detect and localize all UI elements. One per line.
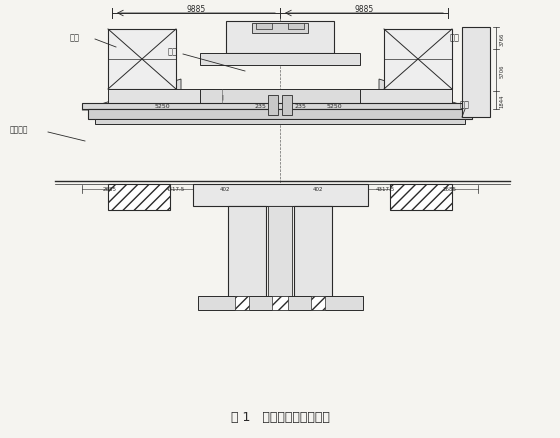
Text: 图 1   移动支撑系统示意图: 图 1 移动支撑系统示意图: [231, 410, 329, 424]
Bar: [95, 120, 465, 125]
Bar: [200, 54, 360, 66]
Text: 主梁: 主梁: [70, 33, 80, 42]
Bar: [346, 90, 452, 104]
Bar: [108, 30, 176, 90]
Bar: [88, 110, 472, 120]
Bar: [108, 90, 214, 104]
Bar: [282, 96, 292, 116]
Bar: [226, 22, 334, 54]
Text: 墩顶: 墩顶: [450, 33, 460, 42]
Bar: [200, 90, 360, 104]
Bar: [288, 24, 304, 30]
Text: 4317.5: 4317.5: [165, 187, 185, 192]
Text: 9885: 9885: [354, 6, 374, 14]
Text: 5706: 5706: [500, 64, 505, 78]
Bar: [272, 297, 288, 310]
Bar: [256, 24, 272, 30]
Bar: [235, 297, 249, 310]
Text: 2685: 2685: [103, 187, 117, 192]
Bar: [311, 297, 325, 310]
Bar: [268, 96, 278, 116]
Text: |: |: [221, 94, 223, 99]
Text: 4317.5: 4317.5: [375, 187, 395, 192]
Bar: [390, 184, 452, 211]
Bar: [462, 28, 490, 118]
Text: 3766: 3766: [500, 32, 505, 46]
Bar: [294, 207, 332, 301]
Polygon shape: [82, 80, 181, 111]
Text: 2685: 2685: [443, 187, 457, 192]
Text: 235: 235: [254, 104, 266, 109]
Bar: [193, 184, 367, 207]
Text: 支撑托架: 支撑托架: [10, 125, 29, 134]
Bar: [384, 30, 452, 90]
Text: 横梁: 横梁: [168, 47, 178, 57]
Text: 402: 402: [220, 187, 230, 192]
Bar: [252, 24, 308, 34]
Text: 5250: 5250: [326, 104, 342, 109]
Text: 9885: 9885: [186, 6, 206, 14]
Bar: [108, 184, 170, 211]
Text: 402: 402: [312, 187, 323, 192]
Polygon shape: [379, 80, 478, 111]
Text: 小车: 小车: [460, 100, 470, 109]
Text: 1844: 1844: [500, 94, 505, 107]
Bar: [228, 207, 266, 301]
Bar: [82, 104, 478, 110]
Bar: [268, 207, 292, 301]
Text: 5250: 5250: [154, 104, 170, 109]
Text: 235: 235: [294, 104, 306, 109]
Bar: [198, 297, 362, 310]
